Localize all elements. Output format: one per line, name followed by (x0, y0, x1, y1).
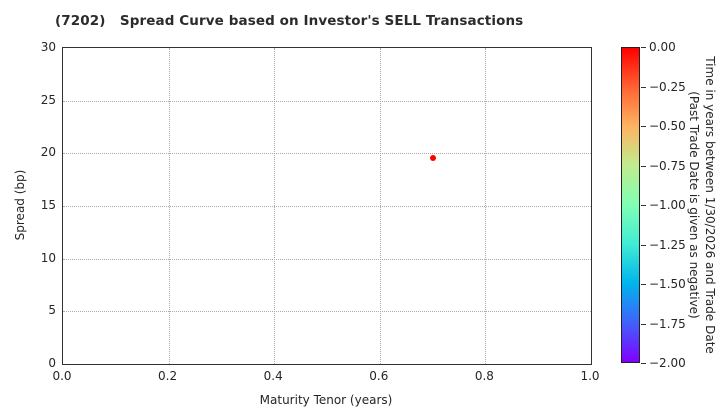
colorbar-tick (641, 126, 646, 127)
y-tick-label: 25 (40, 92, 56, 107)
y-gridline (63, 100, 591, 102)
colorbar-tick (641, 205, 646, 206)
plot-area (62, 47, 592, 365)
colorbar-tick-label: −1.75 (649, 316, 686, 331)
colorbar-tick (641, 47, 646, 48)
y-gridline (63, 206, 591, 207)
y-gridline (63, 311, 591, 313)
colorbar (621, 47, 640, 363)
colorbar-tick-label: −1.25 (649, 237, 686, 252)
x-tick-label: 1.0 (580, 369, 600, 383)
x-tick-label: 0.8 (474, 369, 494, 383)
colorbar-tick (641, 284, 646, 285)
colorbar-tick-label: −0.50 (649, 119, 686, 133)
y-tick-label: 0 (48, 356, 56, 370)
colorbar-tick (641, 363, 646, 364)
colorbar-tick (641, 323, 646, 325)
y-tick-label: 20 (40, 145, 56, 160)
chart-title: (7202) Spread Curve based on Investor's … (55, 13, 524, 29)
colorbar-tick-label: −2.00 (649, 356, 686, 370)
colorbar-tick (641, 165, 646, 167)
y-tick-label: 15 (40, 198, 56, 212)
colorbar-label-line1: Time in years between 1/30/2026 and Trad… (703, 56, 717, 354)
y-tick-label: 10 (40, 250, 56, 265)
colorbar-tick (641, 244, 646, 246)
y-gridline (63, 153, 591, 155)
x-gridline (168, 48, 170, 364)
x-tick-label: 0.6 (369, 369, 389, 383)
colorbar-tick-label: 0.00 (649, 40, 676, 54)
x-gridline (485, 48, 487, 364)
data-point (429, 154, 436, 161)
colorbar-tick-label: −0.25 (649, 79, 686, 94)
x-tick-label: 0.0 (52, 369, 72, 383)
x-axis-label: Maturity Tenor (years) (259, 393, 393, 407)
colorbar-tick-label: −1.00 (649, 198, 686, 212)
colorbar-tick-label: −1.50 (649, 277, 686, 291)
x-gridline (274, 48, 276, 364)
y-gridline (63, 258, 591, 260)
colorbar-tick-label: −0.75 (649, 158, 686, 173)
colorbar-tick (641, 86, 646, 88)
y-tick-label: 30 (40, 40, 56, 54)
x-tick-label: 0.4 (263, 369, 283, 383)
x-tick-label: 0.2 (158, 369, 178, 383)
y-tick-label: 5 (48, 303, 56, 318)
x-gridline (379, 48, 381, 364)
